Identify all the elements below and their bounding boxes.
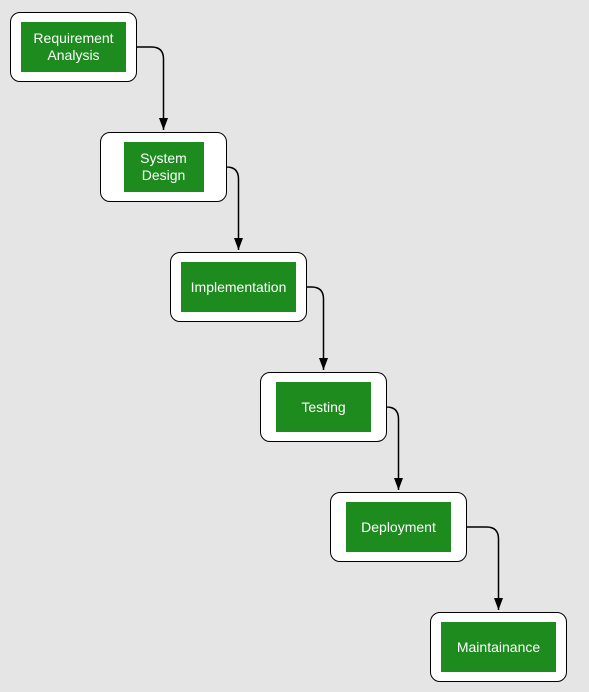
node-deployment: Deployment — [330, 492, 467, 562]
edge-system-design-to-implementation — [227, 167, 239, 250]
node-testing: Testing — [260, 372, 387, 442]
node-label-maintenance: Maintainance — [441, 622, 556, 672]
diagram-canvas: Requirement Analysis System Design Impleme… — [0, 0, 589, 692]
node-label-system-design: System Design — [124, 142, 204, 192]
edge-requirement-analysis-to-system-design — [137, 47, 164, 130]
edge-implementation-to-testing — [307, 287, 324, 370]
edge-testing-to-deployment — [387, 407, 399, 490]
node-implementation: Implementation — [170, 252, 307, 322]
node-system-design: System Design — [100, 132, 227, 202]
edges-layer — [0, 0, 589, 692]
node-maintenance: Maintainance — [430, 612, 567, 682]
node-requirement-analysis: Requirement Analysis — [10, 12, 137, 82]
node-label-deployment: Deployment — [346, 502, 451, 552]
node-label-requirement-analysis: Requirement Analysis — [21, 22, 126, 72]
node-label-testing: Testing — [276, 382, 371, 432]
edge-deployment-to-maintenance — [467, 527, 499, 610]
node-label-implementation: Implementation — [181, 262, 296, 312]
